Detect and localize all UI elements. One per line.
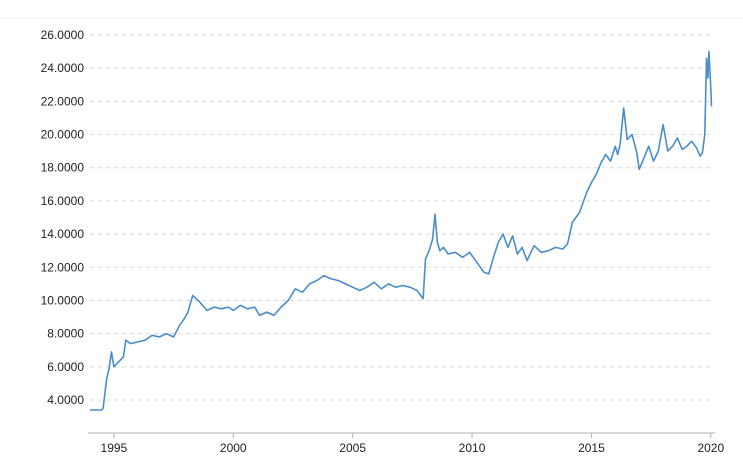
y-tick-label: 10.0000 <box>41 293 85 307</box>
y-tick-label: 12.0000 <box>41 260 85 274</box>
y-tick-label: 8.0000 <box>47 327 84 341</box>
y-tick-label: 4.0000 <box>47 393 84 407</box>
y-tick-label: 14.0000 <box>41 227 85 241</box>
y-tick-label: 18.0000 <box>41 161 85 175</box>
x-tick-label: 2010 <box>459 441 486 455</box>
y-tick-label: 16.0000 <box>41 194 85 208</box>
y-tick-label: 20.0000 <box>41 128 85 142</box>
y-axis-ticks: 4.0000 6.0000 8.0000 10.0000 12.0000 14.0000 1… <box>41 28 85 407</box>
gridlines <box>90 34 712 401</box>
x-tick-label: 2015 <box>578 441 605 455</box>
x-axis-ticks: 1995 2000 2005 2010 2015 2020 <box>101 433 724 455</box>
y-tick-label: 6.0000 <box>47 360 84 374</box>
exchange-rate-series-line <box>90 50 713 411</box>
x-tick-label: 1995 <box>101 441 128 455</box>
y-tick-label: 24.0000 <box>41 61 85 75</box>
y-tick-label: 22.0000 <box>41 94 85 108</box>
x-tick-label: 2000 <box>220 441 247 455</box>
x-tick-label: 2005 <box>339 441 366 455</box>
x-tick-label: 2020 <box>697 441 724 455</box>
y-tick-label: 26.0000 <box>41 28 85 42</box>
